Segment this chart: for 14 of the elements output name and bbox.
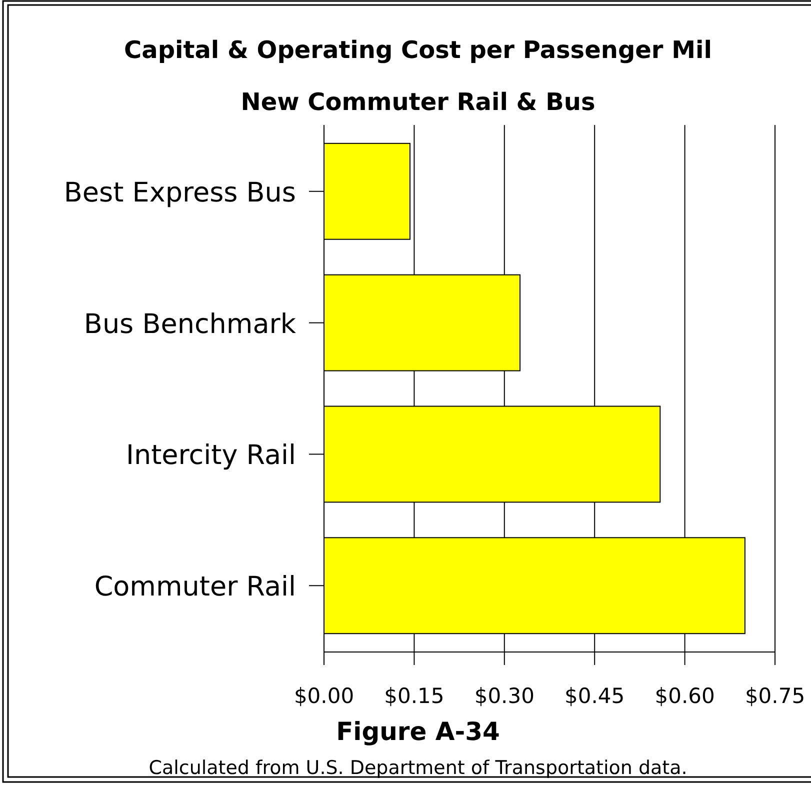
text: Figure A-34 — [336, 717, 500, 746]
x-tick-label: $0.00 — [294, 684, 354, 708]
x-tick-label: $0.75 — [744, 684, 806, 708]
y-tick-label: Commuter Rail — [94, 572, 296, 603]
y-tick-label: Bus Benchmark — [84, 308, 296, 340]
y-tick-label: Best Express Bus — [64, 177, 296, 208]
y-tick-label: Intercity Rail — [126, 440, 296, 472]
x-tick-label: $0.15 — [384, 684, 444, 708]
text: Calculated from U.S. Department of Transportation data. — [148, 757, 688, 779]
x-tick-label: $0.30 — [474, 684, 534, 708]
x-tick-label: $0.45 — [564, 684, 625, 708]
x-tick-label: $0.60 — [654, 684, 715, 708]
chart-title: Capital & Operating Cost per Passenger Mil — [124, 36, 712, 64]
chart-subtitle: New Commuter Rail & Bus — [240, 88, 596, 116]
